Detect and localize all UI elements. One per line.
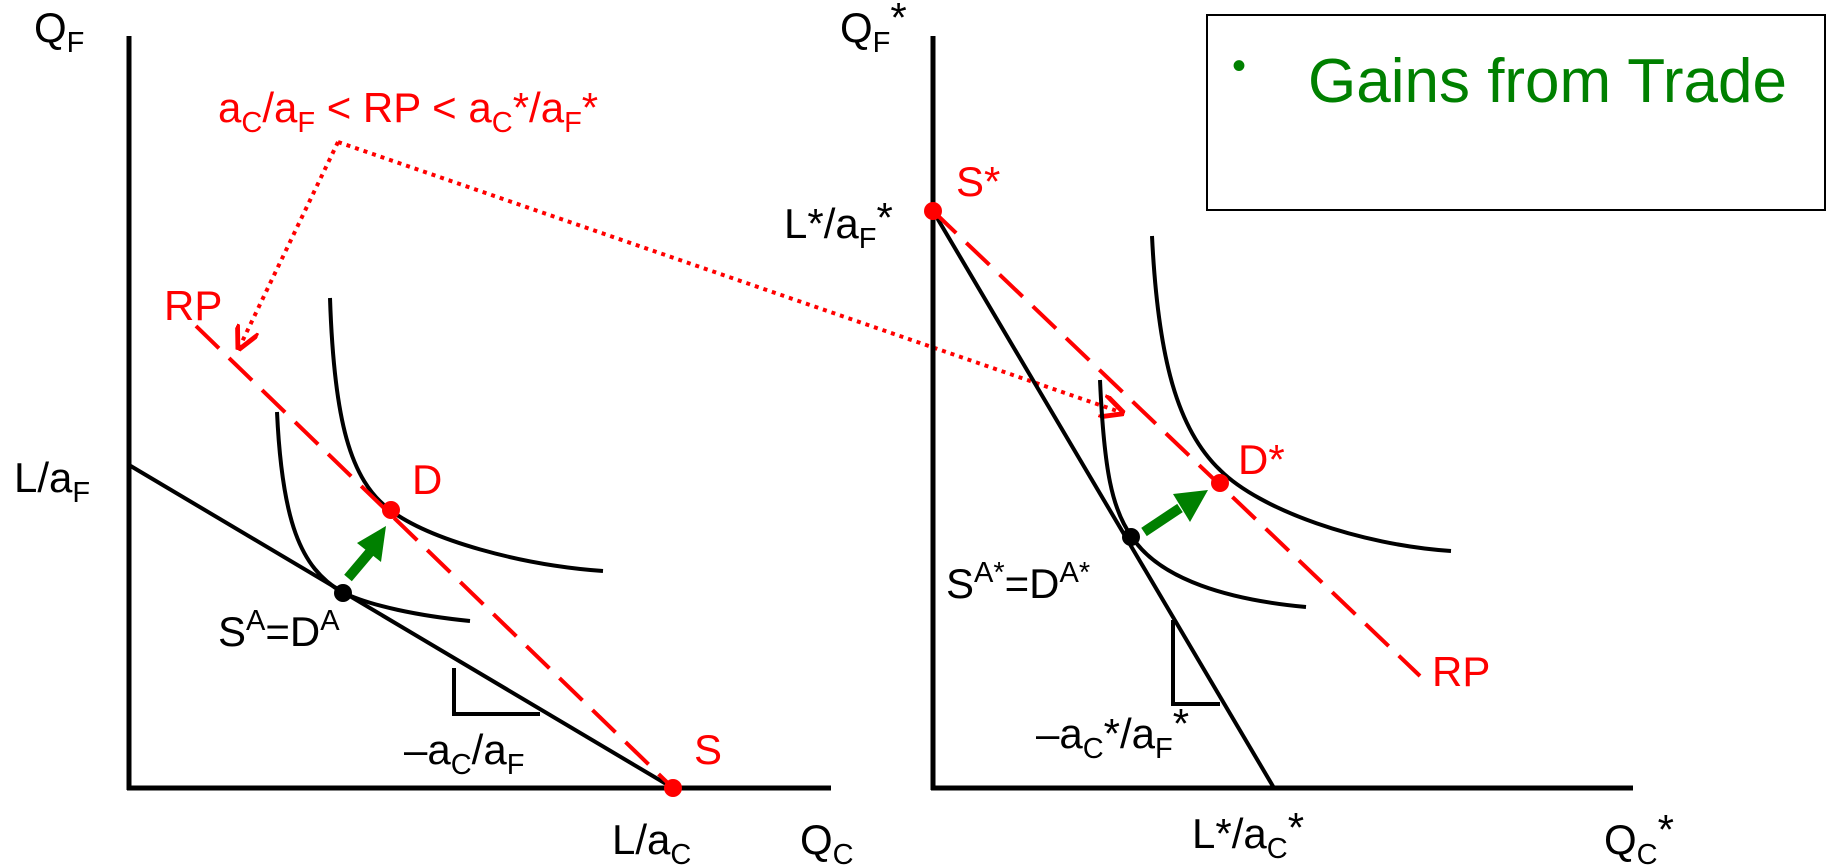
foreign-trade-consumption-point [1211,474,1229,492]
foreign-trade-indifference-curve [1150,235,1452,553]
foreign-s-label: S* [956,158,1000,205]
foreign-gain-arrow-shaft [1141,503,1183,537]
home-slope-triangle [452,668,540,716]
foreign-x-intercept-label: L*/aC* [1192,804,1304,865]
home-panel: QF QC L/aF L/aC RP D S SA=DA –aC/aF aC/a… [14,4,854,865]
home-autarky-indifference-curve [275,411,471,623]
foreign-slope-label: –aC*/aF* [1036,700,1189,765]
home-gain-arrow-icon [357,526,386,562]
foreign-x-axis-label: QC* [1604,806,1674,865]
foreign-gain-arrow-icon [1173,490,1208,522]
foreign-d-label: D* [1238,436,1285,483]
foreign-ppf-line [931,209,1276,790]
foreign-y-intercept-label: L*/aF* [784,194,893,255]
home-slope-label: –aC/aF [404,726,524,781]
foreign-panel: QF* QC* L*/aF* L*/aC* S* D* RP SA*=DA* –… [784,0,1674,865]
foreign-rp-label: RP [1432,648,1490,695]
foreign-autarky-point [1122,528,1140,546]
home-autarky-point [334,584,352,602]
pointer-arrow-foreign [337,140,1120,412]
home-production-point [664,779,682,797]
home-x-axis-label: QC [800,816,854,865]
home-gain-arrow-shaft [344,548,374,582]
home-ppf-line [127,463,675,790]
legend-box: • Gains from Trade [1206,14,1826,211]
foreign-rp-line [931,209,1422,678]
foreign-production-point [924,202,942,220]
legend-text: Gains from Trade [1308,47,1787,116]
pointer-arrow-home [240,141,340,346]
foreign-autarky-label: SA*=DA* [946,557,1090,607]
foreign-slope-triangle [1171,620,1220,706]
home-trade-consumption-point [382,501,400,519]
bullet-icon: • [1232,44,1247,88]
home-y-axis-label: QF [34,4,84,59]
price-inequality-label: aC/aF < RP < aC*/aF* [218,84,598,139]
foreign-y-axis-label: QF* [840,0,907,59]
home-y-intercept-label: L/aF [14,454,90,509]
home-s-label: S [694,726,722,773]
home-trade-indifference-curve [328,297,604,573]
home-x-intercept-label: L/aC [612,816,691,865]
home-d-label: D [412,456,442,503]
home-autarky-label: SA=DA [218,605,340,655]
home-rp-label: RP [164,282,222,329]
home-rp-line [194,324,675,790]
